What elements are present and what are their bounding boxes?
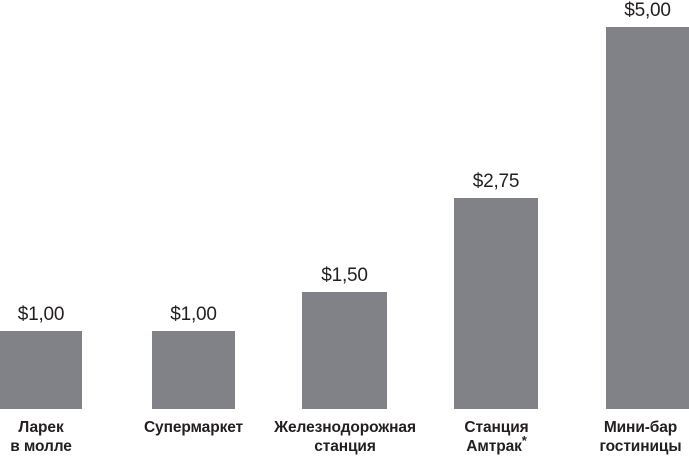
category-label-0: Ларек в молле [0, 418, 82, 457]
bar-group-4: $5,00 [606, 1, 689, 409]
bar-0 [0, 331, 82, 409]
category-label-4: Мини-бар гостиницы [592, 418, 689, 457]
category-label-3-line-0: Станция [464, 419, 529, 436]
category-label-2-line-0: Железнодорожная [274, 419, 416, 436]
category-label-4-line-1: гостиницы [599, 438, 682, 456]
bar-value-label-1: $1,00 [170, 304, 217, 325]
bar-4 [606, 27, 689, 409]
category-label-4-line-0: Мини-бар [603, 419, 678, 436]
category-label-1-line-0: Супермаркет [143, 419, 244, 436]
category-label-2-line-1: станция [314, 438, 376, 456]
bar-value-label-2: $1,50 [321, 265, 368, 286]
category-axis: Ларек в молле Супермаркет Железнодорожна… [0, 409, 689, 460]
bar-value-label-0: $1,00 [17, 304, 65, 325]
plot-area: $1,00 $1,00 $1,50 $2,75 $5,00 [0, 1, 689, 409]
bar-value-label-3: $2,75 [472, 171, 520, 192]
bar-group-2: $1,50 [302, 266, 387, 409]
category-label-2: Железнодорожная станция [257, 418, 433, 457]
category-label-3-line-1-text: Амтрак [466, 438, 522, 456]
bar-1 [152, 331, 235, 409]
bar-group-1: $1,00 [152, 305, 235, 409]
category-label-0-line-1: в молле [10, 438, 72, 456]
bar-3 [454, 198, 538, 409]
bar-group-3: $2,75 [454, 172, 538, 409]
category-label-3-line-1: Амтрак* [448, 434, 545, 456]
bar-value-label-4: $5,00 [624, 0, 671, 21]
footnote-asterisk-icon: * [521, 433, 527, 449]
category-label-0-line-0: Ларек [18, 419, 64, 436]
category-label-1: Супермаркет [128, 418, 259, 437]
bar-2 [302, 292, 387, 409]
category-label-3: Станция Амтрак* [448, 418, 545, 457]
bar-group-0: $1,00 [0, 305, 82, 409]
